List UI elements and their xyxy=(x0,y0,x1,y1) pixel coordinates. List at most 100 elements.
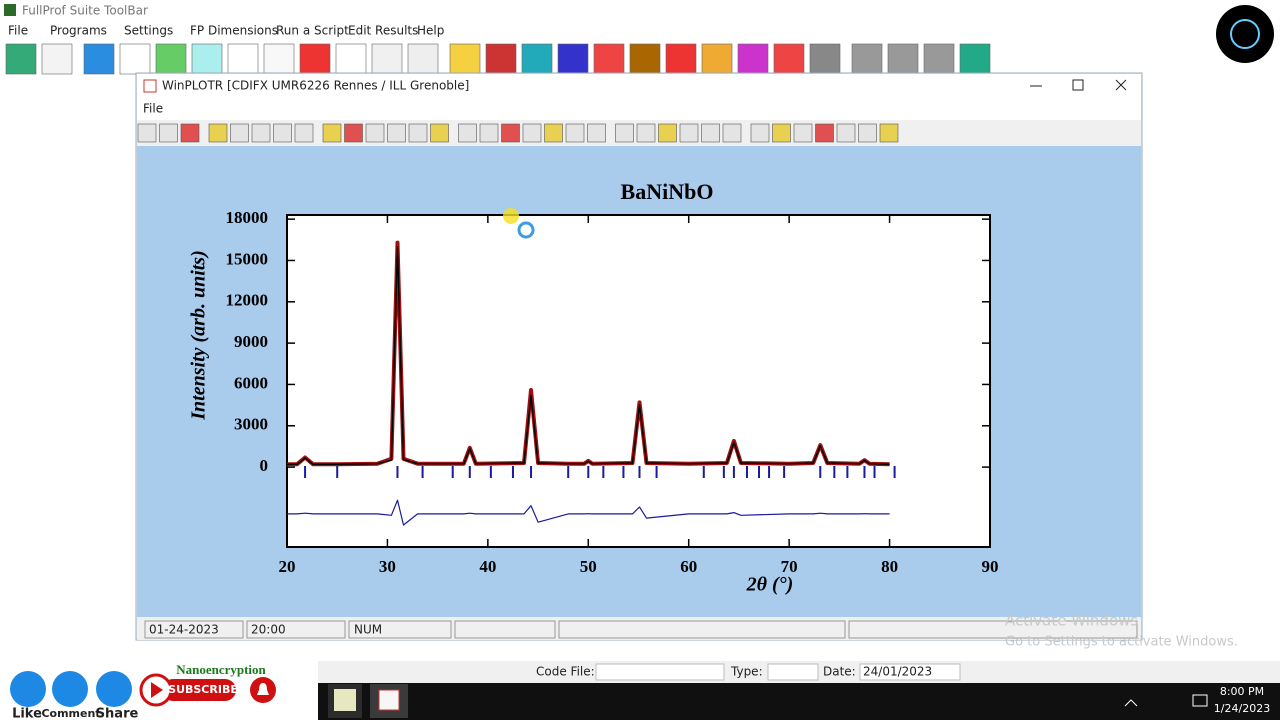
maximize-button[interactable] xyxy=(1072,79,1084,91)
date-field[interactable] xyxy=(859,663,961,681)
toolbar-button[interactable] xyxy=(408,123,428,143)
menu-item[interactable]: File xyxy=(8,24,28,38)
toolbar-button[interactable] xyxy=(701,123,720,143)
bell-icon xyxy=(257,683,269,695)
toolbar-button[interactable] xyxy=(430,123,449,143)
toolbar-button[interactable] xyxy=(521,43,553,75)
toolbar-button[interactable] xyxy=(887,43,919,75)
toolbar-button[interactable] xyxy=(387,123,406,143)
toolbar-button[interactable] xyxy=(371,43,403,75)
toolbar-button[interactable] xyxy=(722,123,742,143)
subscribe-button[interactable] xyxy=(162,679,236,701)
toolbar-button[interactable] xyxy=(322,123,342,143)
status-cell xyxy=(246,620,346,639)
window-menubar xyxy=(137,98,1141,120)
status-time: 20:00 xyxy=(251,623,286,637)
toolbar-button[interactable] xyxy=(485,43,517,75)
toolbar-button[interactable] xyxy=(879,123,899,143)
y-tick-label: 3000 xyxy=(234,415,268,434)
type-field[interactable] xyxy=(767,663,819,681)
toolbar-button[interactable] xyxy=(658,123,677,143)
toolbar-button[interactable] xyxy=(959,43,991,75)
menu-item[interactable]: Edit Results xyxy=(348,24,418,38)
toolbar-button[interactable] xyxy=(544,123,563,143)
menu-item[interactable]: Help xyxy=(417,24,444,38)
toolbar-button[interactable] xyxy=(836,123,856,143)
toolbar-button[interactable] xyxy=(407,43,439,75)
toolbar-button[interactable] xyxy=(501,123,520,143)
like-button[interactable] xyxy=(10,671,46,707)
toolbar-button[interactable] xyxy=(565,123,585,143)
toolbar-button[interactable] xyxy=(629,43,661,75)
toolbar-button[interactable] xyxy=(772,123,791,143)
toolbar-button[interactable] xyxy=(851,43,883,75)
y-tick-label: 9000 xyxy=(234,332,268,351)
toolbar-button[interactable] xyxy=(208,123,228,143)
toolbar-button[interactable] xyxy=(335,43,367,75)
toolbar-button[interactable] xyxy=(665,43,697,75)
toolbar-button[interactable] xyxy=(137,123,157,143)
toolbar-button[interactable] xyxy=(737,43,769,75)
toolbar-button[interactable] xyxy=(522,123,542,143)
toolbar-button[interactable] xyxy=(557,43,589,75)
x-tick-label: 30 xyxy=(379,557,396,576)
toolbar-button[interactable] xyxy=(587,123,606,143)
toolbar-button[interactable] xyxy=(191,43,223,75)
toolbar-button[interactable] xyxy=(701,43,733,75)
menu-item[interactable]: Run a Script xyxy=(276,24,349,38)
channel-logo xyxy=(1216,5,1274,63)
menu-item[interactable]: Settings xyxy=(124,24,173,38)
toolbar-button[interactable] xyxy=(294,123,314,143)
activate-watermark-sub: Go to Settings to activate Windows. xyxy=(1005,635,1238,650)
clock-time: 8:00 PM xyxy=(1220,685,1264,698)
toolbar-button[interactable] xyxy=(344,123,363,143)
share-button[interactable] xyxy=(96,671,132,707)
toolbar-button[interactable] xyxy=(615,123,634,143)
toolbar-button[interactable] xyxy=(5,43,37,75)
toolbar-button[interactable] xyxy=(83,43,115,75)
status-cell xyxy=(454,620,556,639)
tray-chevron[interactable] xyxy=(1124,699,1138,707)
toolbar-button[interactable] xyxy=(365,123,385,143)
toolbar-button[interactable] xyxy=(227,43,259,75)
share-label: Share xyxy=(96,707,139,720)
toolbar-button[interactable] xyxy=(636,123,656,143)
status-num: NUM xyxy=(354,623,382,637)
toolbar-button[interactable] xyxy=(230,123,249,143)
code-file-field[interactable] xyxy=(595,663,725,681)
toolbar-button[interactable] xyxy=(119,43,151,75)
toolbar-button[interactable] xyxy=(180,123,200,143)
toolbar-button[interactable] xyxy=(251,123,271,143)
menu-item[interactable]: Programs xyxy=(50,24,107,38)
toolbar-button[interactable] xyxy=(449,43,481,75)
menu-item[interactable]: FP Dimensions xyxy=(190,24,278,38)
toolbar-button[interactable] xyxy=(923,43,955,75)
toolbar-button[interactable] xyxy=(679,123,699,143)
toolbar-button[interactable] xyxy=(815,123,834,143)
date-label: Date: xyxy=(823,665,856,679)
toolbar-button[interactable] xyxy=(479,123,499,143)
tray-notification[interactable] xyxy=(1192,694,1208,707)
toolbar-button[interactable] xyxy=(263,43,295,75)
toolbar-button[interactable] xyxy=(155,43,187,75)
toolbar-button[interactable] xyxy=(41,43,73,75)
toolbar-button[interactable] xyxy=(593,43,625,75)
window-menu-item[interactable]: File xyxy=(143,102,163,116)
window-toolbar xyxy=(137,123,899,143)
toolbar-button[interactable] xyxy=(273,123,292,143)
toolbar-button[interactable] xyxy=(458,123,477,143)
chart: BaNiNbO 2θ (°) Intensity (arb. units) 0 3000… xyxy=(188,179,999,596)
toolbar-button[interactable] xyxy=(773,43,805,75)
close-button[interactable] xyxy=(1115,79,1127,91)
toolbar-button[interactable] xyxy=(750,123,770,143)
toolbar-button[interactable] xyxy=(793,123,813,143)
subscribe-label: SUBSCRIBE xyxy=(168,683,238,696)
y-tick-label: 15000 xyxy=(226,249,269,268)
comment-button[interactable] xyxy=(52,671,88,707)
toolbar-button[interactable] xyxy=(858,123,877,143)
window-titlebar xyxy=(137,74,1141,98)
toolbar-button[interactable] xyxy=(299,43,331,75)
toolbar-button[interactable] xyxy=(809,43,841,75)
toolbar-button[interactable] xyxy=(159,123,178,143)
